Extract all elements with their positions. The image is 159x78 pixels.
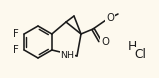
Text: H: H (127, 39, 137, 52)
Text: Cl: Cl (134, 48, 146, 61)
Text: O: O (101, 37, 109, 47)
Text: F: F (13, 29, 19, 39)
Text: O: O (106, 13, 114, 23)
Text: F: F (13, 45, 19, 55)
Text: NH: NH (60, 51, 74, 61)
